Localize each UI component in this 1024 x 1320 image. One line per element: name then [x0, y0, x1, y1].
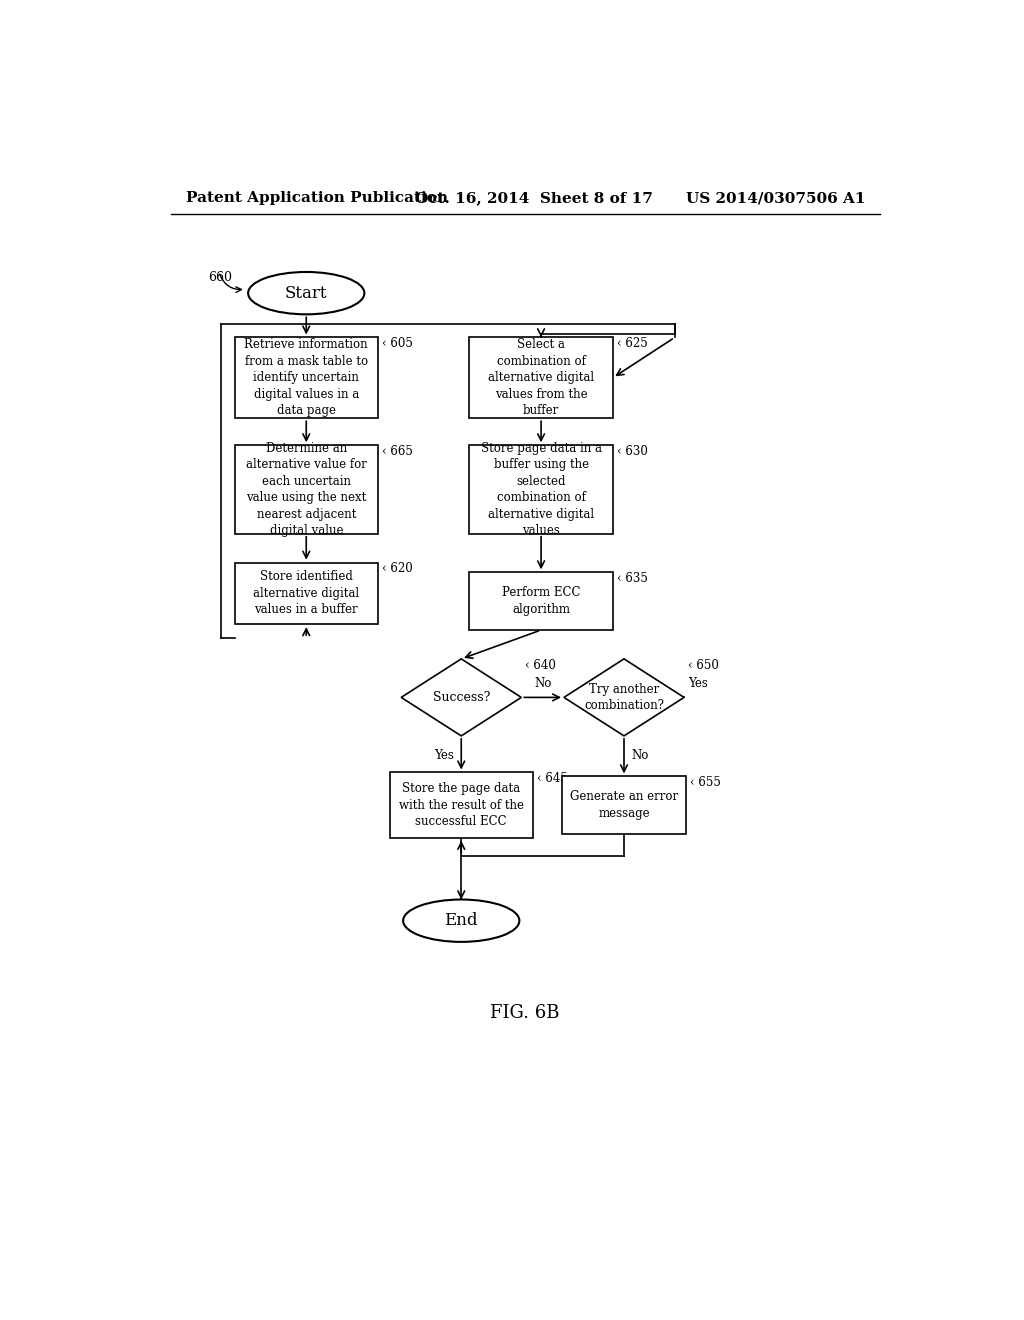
FancyBboxPatch shape: [469, 573, 612, 630]
FancyBboxPatch shape: [469, 445, 612, 533]
FancyBboxPatch shape: [562, 776, 686, 834]
Ellipse shape: [403, 899, 519, 942]
Text: ‹ 605: ‹ 605: [382, 337, 413, 350]
Text: End: End: [444, 912, 478, 929]
Text: Store page data in a
buffer using the
selected
combination of
alternative digita: Store page data in a buffer using the se…: [480, 442, 601, 537]
Text: ‹ 620: ‹ 620: [382, 562, 413, 576]
FancyBboxPatch shape: [234, 445, 378, 533]
Text: Try another
combination?: Try another combination?: [584, 682, 664, 711]
Polygon shape: [401, 659, 521, 737]
Text: Generate an error
message: Generate an error message: [570, 791, 678, 820]
Text: FIG. 6B: FIG. 6B: [490, 1005, 559, 1022]
Text: Store identified
alternative digital
values in a buffer: Store identified alternative digital val…: [253, 570, 359, 616]
Text: No: No: [632, 748, 649, 762]
Ellipse shape: [248, 272, 365, 314]
Text: Determine an
alternative value for
each uncertain
value using the next
nearest a: Determine an alternative value for each …: [246, 442, 367, 537]
Text: ‹ 630: ‹ 630: [616, 445, 647, 458]
Text: Yes: Yes: [433, 748, 454, 762]
FancyBboxPatch shape: [234, 338, 378, 418]
FancyBboxPatch shape: [234, 562, 378, 624]
Text: ‹ 625: ‹ 625: [616, 337, 647, 350]
Text: Store the page data
with the result of the
successful ECC: Store the page data with the result of t…: [398, 783, 523, 828]
Text: ‹ 650: ‹ 650: [688, 659, 719, 672]
Text: ‹ 665: ‹ 665: [382, 445, 413, 458]
Text: No: No: [534, 677, 551, 689]
Text: ‹ 645: ‹ 645: [537, 772, 567, 785]
Text: ‹ 635: ‹ 635: [616, 572, 647, 585]
Text: ‹ 640: ‹ 640: [525, 659, 556, 672]
Text: US 2014/0307506 A1: US 2014/0307506 A1: [686, 191, 865, 206]
Text: ‹ 655: ‹ 655: [690, 776, 721, 789]
Text: Oct. 16, 2014  Sheet 8 of 17: Oct. 16, 2014 Sheet 8 of 17: [415, 191, 652, 206]
Text: Perform ECC
algorithm: Perform ECC algorithm: [502, 586, 581, 616]
Text: Patent Application Publication: Patent Application Publication: [186, 191, 449, 206]
Polygon shape: [564, 659, 684, 737]
Text: Yes: Yes: [688, 677, 708, 689]
Text: Start: Start: [285, 285, 328, 302]
FancyBboxPatch shape: [389, 772, 532, 838]
Text: 660: 660: [208, 271, 231, 284]
Text: Select a
combination of
alternative digital
values from the
buffer: Select a combination of alternative digi…: [488, 338, 594, 417]
Text: Retrieve information
from a mask table to
identify uncertain
digital values in a: Retrieve information from a mask table t…: [245, 338, 368, 417]
FancyBboxPatch shape: [469, 338, 612, 418]
Text: Success?: Success?: [432, 690, 489, 704]
